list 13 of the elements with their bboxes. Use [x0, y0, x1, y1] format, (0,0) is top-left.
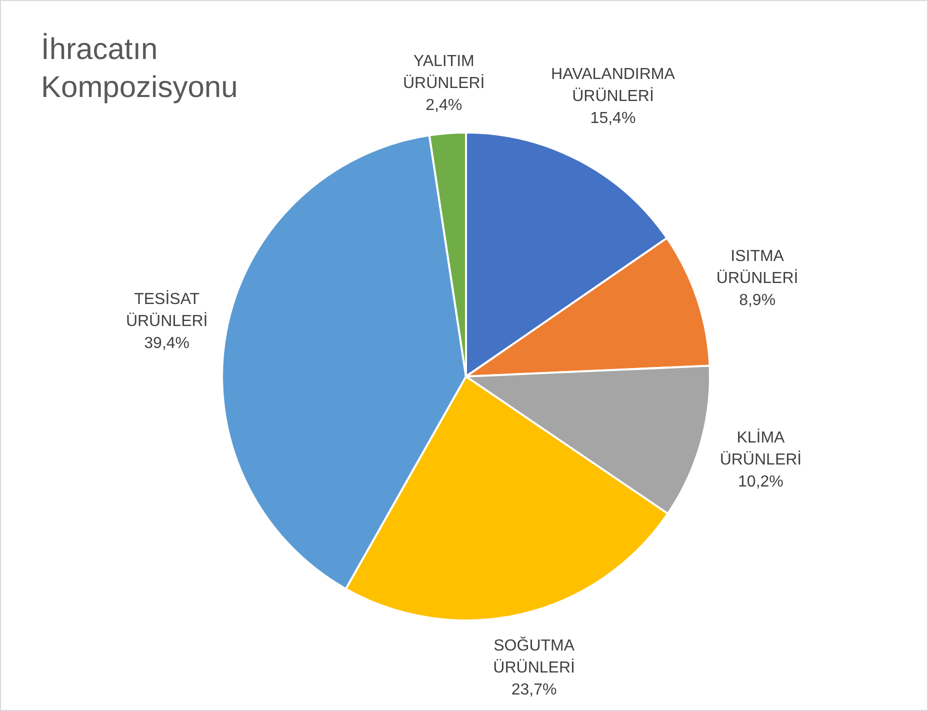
- data-label: 39,4%: [144, 334, 190, 352]
- slice-label: TESİSAT ÜRÜNLERİ: [126, 290, 208, 330]
- data-label: 10,2%: [738, 474, 784, 491]
- data-label: 8,9%: [739, 292, 776, 310]
- data-label: 2,4%: [426, 96, 462, 114]
- slice-label: SOĞUTMA ÜRÜNLERİ: [493, 636, 575, 676]
- data-label: 15,4%: [590, 110, 636, 128]
- slice-label: HAVALANDIRMA ÜRÜNLERİ: [551, 66, 676, 106]
- data-label: 23,7%: [511, 682, 557, 698]
- slice-label: YALITIM ÜRÜNLERİ: [402, 52, 485, 92]
- slice-label: ISITMA ÜRÜNLERİ: [716, 248, 798, 288]
- slice-label: KLİMA ÜRÜNLERİ: [720, 428, 802, 469]
- chart-title: İhracatın Kompozisyonu: [41, 32, 239, 106]
